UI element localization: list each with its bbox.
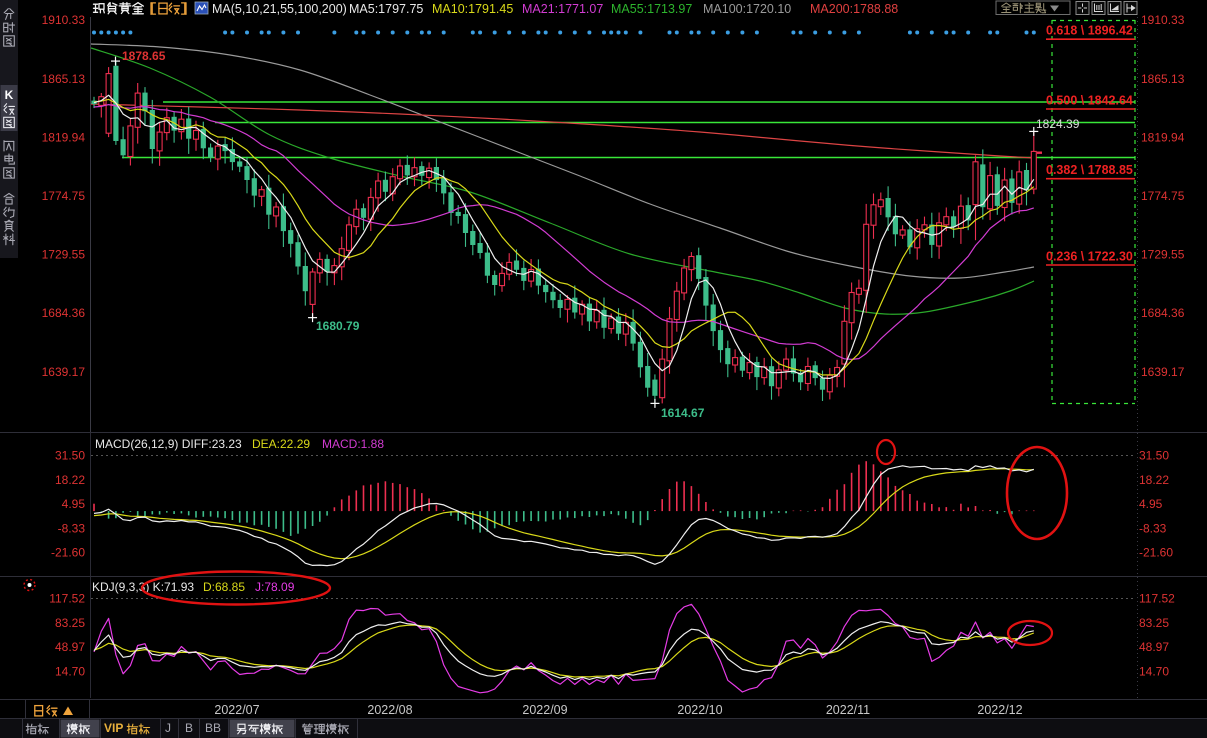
svg-text:117.52: 117.52 [1139,592,1175,606]
svg-text:1680.79: 1680.79 [316,319,360,333]
svg-text:2022/11: 2022/11 [826,703,870,717]
svg-text:4.95: 4.95 [62,497,86,511]
svg-text:MA10:1791.45: MA10:1791.45 [432,2,513,16]
svg-text:1824.39: 1824.39 [1036,117,1080,131]
svg-text:18.22: 18.22 [55,473,85,487]
svg-text:VIP: VIP [104,721,123,735]
svg-text:1639.17: 1639.17 [42,365,86,379]
svg-text:1614.67: 1614.67 [661,406,705,420]
svg-text:2022/12: 2022/12 [977,703,1022,717]
svg-text:83.25: 83.25 [1139,616,1169,630]
svg-text:MA5:1797.75: MA5:1797.75 [349,2,423,16]
svg-text:MA55:1713.97: MA55:1713.97 [611,2,692,16]
svg-text:1819.94: 1819.94 [1141,130,1185,144]
svg-text:1774.75: 1774.75 [42,189,86,203]
svg-text:MACD:1.88: MACD:1.88 [322,437,384,451]
svg-text:D:68.85: D:68.85 [203,580,245,594]
svg-text:1774.75: 1774.75 [1141,189,1185,203]
svg-text:MA100:1720.10: MA100:1720.10 [703,2,791,16]
svg-text:48.97: 48.97 [1139,640,1169,654]
svg-text:J:78.09: J:78.09 [255,580,295,594]
svg-text:1910.33: 1910.33 [1141,13,1185,27]
svg-text:83.25: 83.25 [55,616,85,630]
svg-text:1639.17: 1639.17 [1141,365,1185,379]
svg-text:1684.36: 1684.36 [1141,306,1185,320]
svg-text:MA200:1788.88: MA200:1788.88 [810,2,898,16]
svg-text:31.50: 31.50 [55,449,85,463]
svg-text:2022/09: 2022/09 [522,703,567,717]
svg-text:48.97: 48.97 [55,640,85,654]
svg-text:2022/07: 2022/07 [214,703,259,717]
svg-text:1865.13: 1865.13 [1141,72,1185,86]
svg-text:0.618 \ 1896.42: 0.618 \ 1896.42 [1046,24,1133,38]
svg-text:K: K [5,88,14,102]
svg-text:31.50: 31.50 [1139,449,1169,463]
svg-text:-8.33: -8.33 [58,521,86,535]
svg-text:0.500 \ 1842.64: 0.500 \ 1842.64 [1046,93,1133,107]
svg-text:1819.94: 1819.94 [42,130,86,144]
svg-text:18.22: 18.22 [1139,473,1169,487]
svg-text:1865.13: 1865.13 [42,72,86,86]
svg-text:1910.33: 1910.33 [42,13,86,27]
svg-text:-21.60: -21.60 [51,546,85,560]
svg-text:4.95: 4.95 [1139,497,1163,511]
svg-text:-21.60: -21.60 [1139,546,1173,560]
svg-text:MA21:1771.07: MA21:1771.07 [522,2,603,16]
svg-text:J: J [165,721,171,735]
svg-text:2022/10: 2022/10 [677,703,722,717]
svg-text:1729.55: 1729.55 [1141,248,1185,262]
svg-text:DEA:22.29: DEA:22.29 [252,437,310,451]
svg-text:117.52: 117.52 [49,592,85,606]
svg-text:1878.65: 1878.65 [122,49,166,63]
svg-text:-8.33: -8.33 [1139,521,1167,535]
svg-text:0.236 \ 1722.30: 0.236 \ 1722.30 [1046,249,1133,263]
svg-text:14.70: 14.70 [55,664,85,678]
svg-text:MACD(26,12,9) DIFF:23.23: MACD(26,12,9) DIFF:23.23 [95,437,242,451]
svg-text:BB: BB [205,721,221,735]
svg-text:2022/08: 2022/08 [367,703,412,717]
svg-text:0.382 \ 1788.85: 0.382 \ 1788.85 [1046,163,1133,177]
svg-text:1684.36: 1684.36 [42,306,86,320]
svg-text:B: B [185,721,193,735]
svg-text:14.70: 14.70 [1139,664,1169,678]
svg-text:MA(5,10,21,55,100,200): MA(5,10,21,55,100,200) [212,2,347,16]
svg-text:1729.55: 1729.55 [42,248,86,262]
